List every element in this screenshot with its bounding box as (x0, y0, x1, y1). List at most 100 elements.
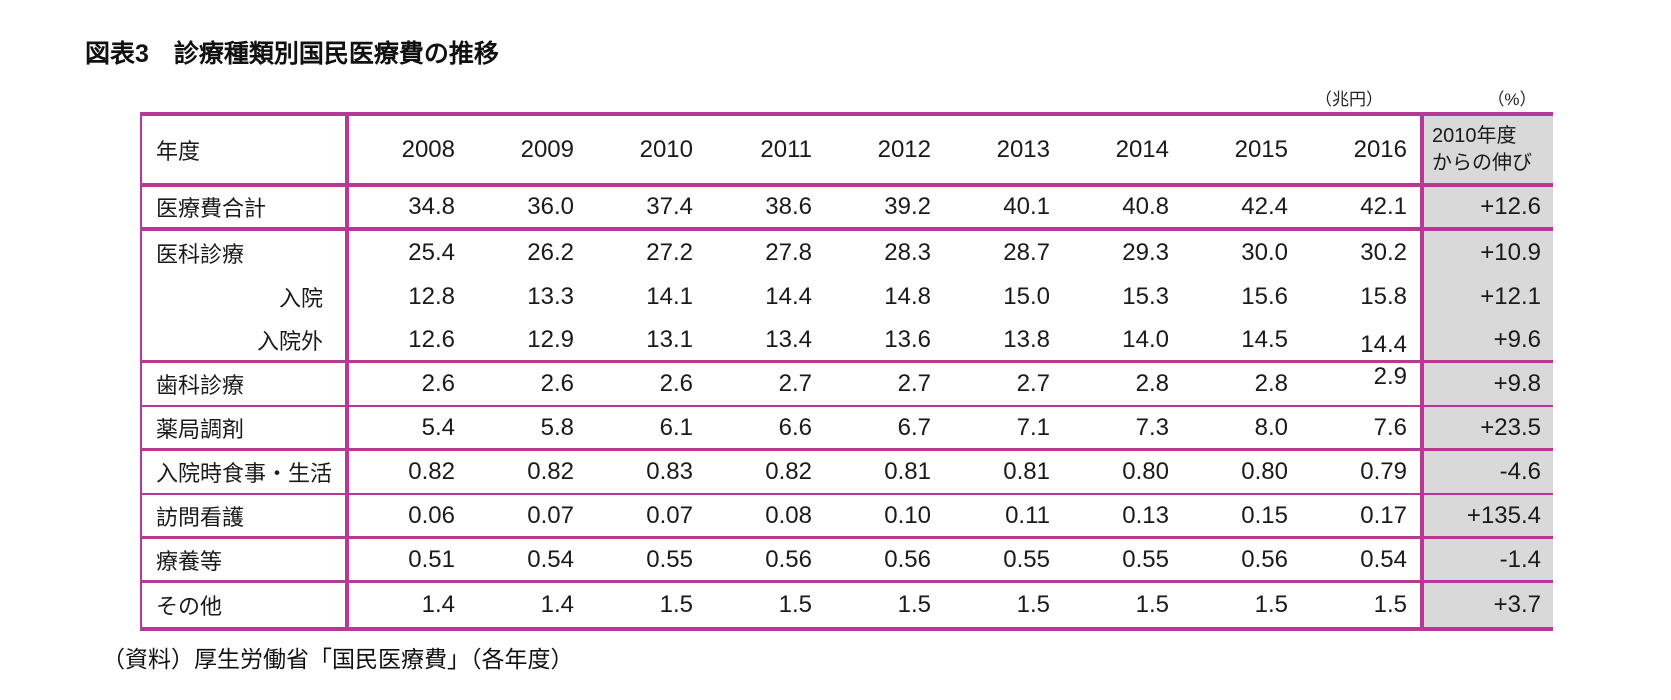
table-row: 入院時食事・生活 0.82 0.82 0.83 0.82 0.81 0.81 0.80 0.8… (142, 451, 1553, 495)
value-cell: 14.0 (1122, 325, 1169, 353)
value-cell: 13.1 (646, 325, 693, 353)
row-values-group: 0.82 0.82 0.83 0.82 0.81 0.81 0.80 0.80 0.79 (349, 451, 1420, 493)
row-values-group: 12.6 12.9 13.1 13.4 13.6 13.8 14.0 14.5 14.4 (349, 319, 1420, 360)
value-cell: 0.13 (1122, 501, 1169, 529)
row-label-cell: 療養等 (142, 539, 349, 580)
value-cell: 0.17 (1360, 501, 1407, 529)
value-cell: 12.8 (408, 283, 455, 310)
value-cell: 0.82 (408, 458, 455, 485)
page-title: 図表3 診療種類別国民医療費の推移 (85, 40, 499, 68)
value-cell: 42.1 (1360, 193, 1407, 220)
row-values-group: 5.4 5.8 6.1 6.6 6.7 7.1 7.3 8.0 7.6 (349, 407, 1420, 448)
value-cell: 7.6 (1373, 413, 1407, 441)
value-cell: 27.2 (646, 239, 693, 266)
table-body: 医療費合計 34.8 36.0 37.4 38.6 39.2 40.1 40.8 42.4 42… (142, 187, 1553, 627)
year-header-group: 2008 2009 2010 2011 2012 2013 2014 2015 2016 (349, 116, 1420, 183)
year-column-header: 2014 (1115, 135, 1169, 163)
value-cell: 15.6 (1241, 283, 1288, 310)
value-cell: 40.1 (1003, 193, 1050, 220)
value-cell: 13.8 (1003, 325, 1050, 353)
row-label-cell: 医療費合計 (142, 187, 349, 227)
value-cell: 0.11 (1005, 501, 1050, 529)
value-cell: 38.6 (765, 193, 812, 220)
source-note: （資料）厚生労働省「国民医療費」（各年度） (102, 646, 574, 672)
value-cell: 14.4 (1360, 330, 1407, 358)
growth-cell: +9.8 (1420, 363, 1553, 405)
value-cell: 1.5 (1135, 591, 1169, 618)
row-values-group: 2.6 2.6 2.6 2.7 2.7 2.7 2.8 2.8 2.9 (349, 363, 1420, 405)
value-cell: 2.6 (421, 370, 455, 397)
value-cell: 0.06 (408, 501, 455, 529)
table-row: 療養等 0.51 0.54 0.55 0.56 0.56 0.55 0.55 0.56 0.54… (142, 539, 1553, 583)
value-cell: 2.7 (897, 370, 931, 397)
value-cell: 13.6 (884, 325, 931, 353)
value-cell: 2.9 (1373, 363, 1407, 390)
table-row: 歯科診療 2.6 2.6 2.6 2.7 2.7 2.7 2.8 2.8 2.9 +9.8 (142, 363, 1553, 407)
value-cell: 0.55 (646, 545, 693, 573)
year-column-header: 2013 (996, 135, 1050, 163)
row-values-group: 1.4 1.4 1.5 1.5 1.5 1.5 1.5 1.5 1.5 (349, 583, 1420, 627)
year-column-header: 2010 (639, 135, 693, 163)
value-cell: 6.7 (897, 413, 931, 441)
value-cell: 14.4 (765, 283, 812, 310)
value-cell: 2.8 (1254, 370, 1288, 397)
year-column-header: 2008 (401, 135, 455, 163)
value-cell: 30.2 (1360, 239, 1407, 266)
row-values-group: 0.06 0.07 0.07 0.08 0.10 0.11 0.13 0.15 0.17 (349, 495, 1420, 536)
value-cell: 0.07 (646, 501, 693, 529)
value-cell: 40.8 (1122, 193, 1169, 220)
table-row: 訪問看護 0.06 0.07 0.07 0.08 0.10 0.11 0.13 0.15 0.1… (142, 495, 1553, 539)
value-cell: 5.4 (421, 413, 455, 441)
value-cell: 1.5 (1254, 591, 1288, 618)
growth-cell: -4.6 (1420, 451, 1553, 493)
row-label-cell: その他 (142, 583, 349, 627)
table-header-row: 年度 2008 2009 2010 2011 2012 2013 2014 2015 2016 … (142, 116, 1553, 187)
value-cell: 0.07 (527, 501, 574, 529)
value-cell: 25.4 (408, 239, 455, 266)
value-cell: 27.8 (765, 239, 812, 266)
value-cell: 1.5 (659, 591, 693, 618)
table-row: 薬局調剤 5.4 5.8 6.1 6.6 6.7 7.1 7.3 8.0 7.6 +23.5 (142, 407, 1553, 451)
value-cell: 2.7 (1016, 370, 1050, 397)
value-cell: 7.1 (1016, 413, 1050, 441)
value-cell: 0.55 (1122, 545, 1169, 573)
value-cell: 6.6 (778, 413, 812, 441)
value-cell: 14.8 (884, 283, 931, 310)
value-cell: 0.54 (1360, 545, 1407, 573)
year-axis-label: 年度 (142, 116, 349, 183)
unit-label-percent: （%） (1487, 90, 1537, 109)
value-cell: 0.10 (884, 501, 931, 529)
table-row: その他 1.4 1.4 1.5 1.5 1.5 1.5 1.5 1.5 1.5 +3.7 (142, 583, 1553, 627)
value-cell: 8.0 (1254, 413, 1288, 441)
value-cell: 2.6 (540, 370, 574, 397)
value-cell: 13.4 (765, 325, 812, 353)
row-values-group: 0.51 0.54 0.55 0.56 0.56 0.55 0.55 0.56 0.54 (349, 539, 1420, 580)
value-cell: 12.6 (408, 325, 455, 353)
row-values-group: 12.8 13.3 14.1 14.4 14.8 15.0 15.3 15.6 15.8 (349, 275, 1420, 319)
value-cell: 0.79 (1360, 458, 1407, 485)
value-cell: 37.4 (646, 193, 693, 220)
row-label-cell: 訪問看護 (142, 495, 349, 536)
value-cell: 2.6 (659, 370, 693, 397)
value-cell: 0.56 (1241, 545, 1288, 573)
value-cell: 0.81 (1003, 458, 1050, 485)
table-row: 医療費合計 34.8 36.0 37.4 38.6 39.2 40.1 40.8 42.4 42… (142, 187, 1553, 231)
value-cell: 0.83 (646, 458, 693, 485)
value-cell: 2.7 (778, 370, 812, 397)
growth-cell: +3.7 (1420, 583, 1553, 627)
row-label-cell: 歯科診療 (142, 363, 349, 405)
value-cell: 1.5 (1016, 591, 1050, 618)
year-column-header: 2009 (520, 135, 574, 163)
growth-cell: +12.1 (1420, 275, 1553, 319)
value-cell: 0.15 (1241, 501, 1288, 529)
medical-expenses-table: 年度 2008 2009 2010 2011 2012 2013 2014 2015 2016 … (140, 112, 1553, 631)
growth-cell: +9.6 (1420, 319, 1553, 360)
value-cell: 0.51 (408, 545, 455, 573)
value-cell: 6.1 (659, 413, 693, 441)
year-column-header: 2012 (877, 135, 931, 163)
value-cell: 34.8 (408, 193, 455, 220)
value-cell: 1.5 (897, 591, 931, 618)
value-cell: 1.5 (1373, 591, 1407, 618)
unit-label-trillion-yen: （兆円） (1315, 90, 1383, 109)
